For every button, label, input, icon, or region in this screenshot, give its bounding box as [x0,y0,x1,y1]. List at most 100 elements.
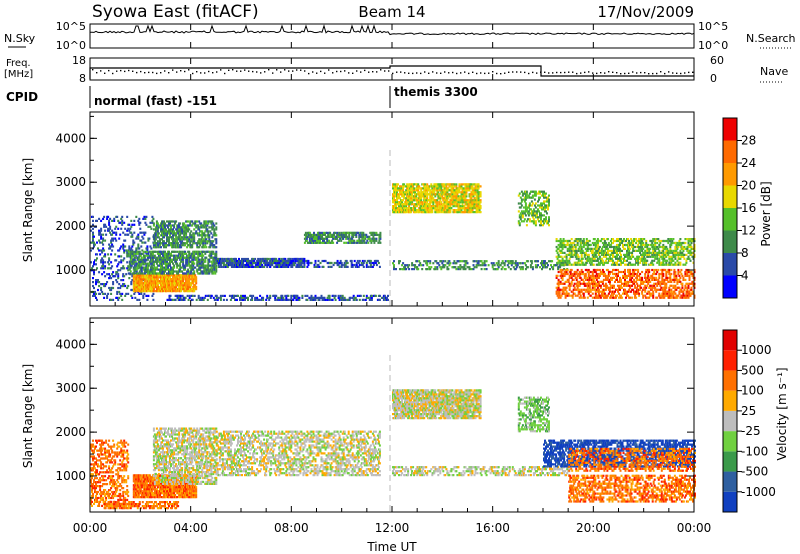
data-cell [566,241,569,245]
data-cell [131,233,134,236]
data-cell [202,266,205,269]
data-cell [434,195,437,198]
data-cell [141,266,144,269]
data-cell [580,259,583,262]
data-cell [525,224,528,227]
data-cell [369,261,372,265]
nave-dot [280,71,282,73]
nave-dot [584,71,586,74]
data-cell [440,268,443,271]
data-cell [109,217,112,220]
data-cell [581,249,584,252]
data-cell [176,250,179,253]
data-cell [137,233,140,236]
nave-dot [652,72,654,75]
data-cell [541,262,543,265]
data-cell [549,268,551,271]
data-cell [92,223,94,226]
data-cell [191,246,194,249]
data-cell [497,260,500,263]
data-cell [445,185,448,188]
data-cell [115,233,118,236]
data-cell [569,245,572,249]
data-cell [195,256,198,259]
data-cell [156,260,159,263]
nave-dot [512,71,514,73]
data-cell [218,265,221,268]
data-cell [156,264,159,267]
data-cell [100,267,103,270]
data-cell [104,265,107,268]
data-cell [168,240,170,243]
data-cell [381,296,384,299]
data-cell [291,257,294,261]
data-cell [176,240,179,243]
data-cell [375,239,378,242]
data-cell [349,296,352,299]
data-cell [404,193,407,196]
data-cell [162,290,164,293]
data-cell [352,233,355,236]
data-cell [95,292,97,295]
data-cell [269,294,272,297]
data-cell [145,223,148,226]
data-cell [191,220,194,223]
data-cell [126,255,129,258]
data-cell [93,292,95,295]
data-cell [537,208,539,211]
data-cell [96,241,98,244]
data-cell [208,260,211,263]
data-cell [369,263,372,267]
data-cell [187,274,190,277]
data-cell [97,279,99,282]
data-cell [375,237,378,240]
data-cell [205,220,208,223]
data-cell [299,259,302,263]
data-cell [545,192,547,195]
data-cell [276,263,279,267]
nave-dot [180,70,182,72]
data-cell [201,230,204,233]
data-cell [141,284,144,287]
data-cell [340,231,343,234]
data-cell [192,232,195,235]
nave-dot [516,71,518,73]
data-cell [332,241,335,244]
data-cell [542,194,544,197]
data-cell [119,233,122,236]
data-cell [490,262,493,265]
data-cell [104,284,107,288]
data-cell [203,246,206,249]
data-cell [523,218,526,221]
data-cell [90,225,92,228]
data-cell [583,255,586,258]
data-cell [104,239,107,242]
data-cell [189,242,192,245]
data-cell [458,191,461,194]
data-cell [399,260,401,263]
data-cell [174,244,177,247]
data-cell [354,265,357,268]
data-cell [453,260,456,263]
data-cell [156,228,159,231]
data-cell [217,259,220,263]
data-cell [122,279,125,282]
data-cell [350,259,353,263]
data-cell [125,249,128,252]
data-cell [131,250,134,253]
data-cell [227,257,230,261]
data-cell [174,238,177,241]
data-cell [392,187,394,190]
nave-dot [352,72,354,74]
data-cell [519,216,522,219]
data-cell [214,272,217,275]
data-cell [534,222,537,225]
data-cell [453,185,456,188]
data-cell [102,259,105,262]
data-cell [199,262,202,265]
data-cell [197,224,200,227]
data-cell [211,262,214,265]
data-cell [570,263,573,266]
data-cell [146,249,149,252]
